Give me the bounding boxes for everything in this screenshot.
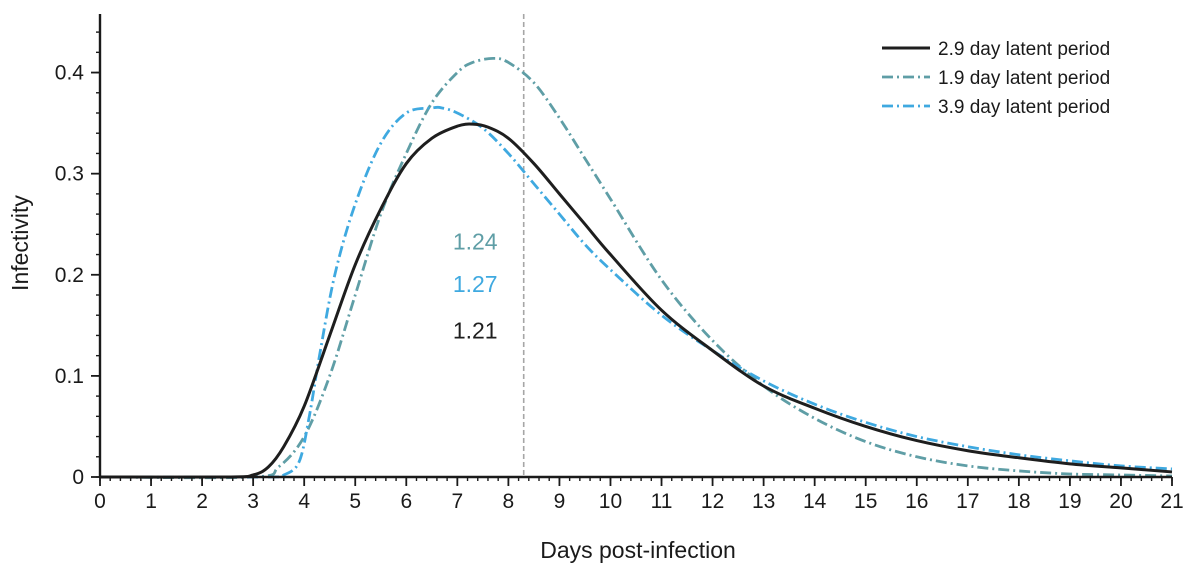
x-tick-label: 19 <box>1058 490 1081 513</box>
x-tick-label: 21 <box>1160 490 1183 513</box>
x-axis-title: Days post-infection <box>540 537 736 563</box>
x-tick-label: 4 <box>298 490 310 513</box>
plot-area: 1.24 1.27 1.21 <box>99 14 1173 480</box>
y-tick-label: 0.3 <box>55 163 84 186</box>
series-line-2 <box>99 105 1173 479</box>
x-tick-label: 20 <box>1109 490 1132 513</box>
legend-label-2: 3.9 day latent period <box>938 97 1110 118</box>
annotation-label: 1.21 <box>453 317 498 343</box>
y-tick-label: 0.2 <box>55 264 84 287</box>
x-tick-label: 2 <box>196 490 208 513</box>
y-tick-label: 0.4 <box>55 62 85 85</box>
x-tick-label: 8 <box>503 490 515 513</box>
y-tick-label: 0.1 <box>55 365 84 388</box>
x-tick-label: 7 <box>451 490 463 513</box>
x-tick-label: 10 <box>599 490 622 513</box>
x-tick-label: 13 <box>752 490 775 513</box>
y-tick-label: 0 <box>72 466 84 489</box>
x-tick-label: 15 <box>854 490 877 513</box>
legend-label-0: 2.9 day latent period <box>938 39 1110 60</box>
x-tick-label: 18 <box>1007 490 1030 513</box>
legend-label-1: 1.9 day latent period <box>938 68 1110 89</box>
annotation-label: 1.24 <box>453 229 498 255</box>
x-tick-label: 6 <box>400 490 412 513</box>
x-tick-label: 9 <box>554 490 566 513</box>
x-tick-label: 0 <box>94 490 106 513</box>
axes: 0 1 2 3 4 5 6 7 8 9 10 11 12 13 14 15 16 17 18 19 20 2100.10.… <box>55 14 1184 513</box>
x-tick-label: 16 <box>905 490 928 513</box>
x-tick-label: 12 <box>701 490 724 513</box>
x-tick-label: 5 <box>349 490 361 513</box>
annotation-label: 1.27 <box>453 271 498 297</box>
legend: 2.9 day latent period 1.9 day latent peri… <box>882 39 1110 118</box>
x-tick-label: 11 <box>651 490 673 513</box>
x-tick-label: 3 <box>247 490 259 513</box>
series-line-0 <box>99 122 1173 479</box>
y-axis-title: Infectivity <box>7 195 33 291</box>
series-line-1 <box>99 57 1173 480</box>
x-tick-label: 17 <box>956 490 979 513</box>
x-tick-label: 1 <box>145 490 157 513</box>
x-tick-label: 14 <box>803 490 827 513</box>
